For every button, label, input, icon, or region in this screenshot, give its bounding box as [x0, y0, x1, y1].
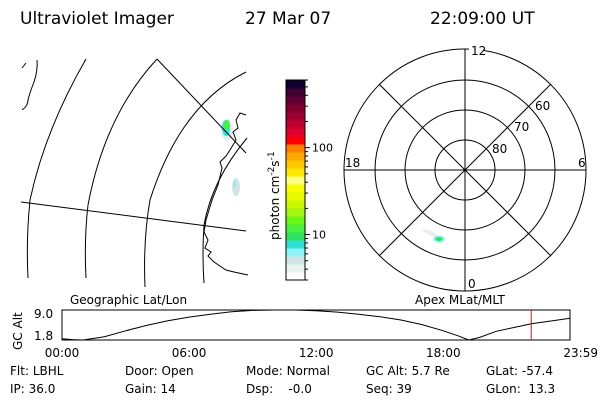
x-tick-label: 18:00: [426, 346, 461, 360]
polar-coord-label: Apex MLat/MLT: [415, 293, 505, 307]
colorbar-band: [286, 208, 305, 217]
colorbar-band: [286, 240, 305, 249]
mlat-label-60: 60: [535, 99, 550, 113]
info-glon: GLon: 13.3: [486, 382, 556, 396]
info-gain: Gain: 14: [125, 382, 176, 396]
instrument-title: Ultraviolet Imager: [20, 9, 174, 29]
colorbar-band: [286, 224, 305, 233]
latitude-arc: [202, 137, 248, 284]
colorbar-band: [286, 88, 305, 97]
colorbar-band: [286, 200, 305, 209]
altitude-axis-label: GC Alt: [11, 312, 25, 350]
info-seq: Seq: 39: [366, 382, 412, 396]
x-tick-label: 06:00: [172, 346, 207, 360]
colorbar-band: [286, 192, 305, 201]
info-glat: GLat: -57.4: [486, 364, 553, 378]
aurora-emission: [224, 120, 230, 130]
latitude-arc: [26, 58, 87, 279]
colorbar-band: [286, 136, 305, 145]
info-ip: IP: 36.0: [10, 382, 56, 396]
altitude-plot-frame: [61, 309, 571, 341]
colorbar-band: [286, 128, 305, 137]
colorbar-unit-label: photon cm-2s-1: [267, 151, 282, 240]
x-tick-label: 23:59: [563, 346, 598, 360]
colorbar-band: [286, 104, 305, 113]
mlt-line-diag: [378, 83, 552, 257]
y-tick-label: 9.0: [34, 307, 53, 321]
coastline: [21, 59, 38, 111]
info-filter: Flt: LBHL: [10, 364, 64, 378]
mlt-label-0: 0: [468, 277, 476, 291]
info-gc-alt: GC Alt: 5.7 Re: [366, 364, 450, 378]
aurora-emission: [422, 229, 438, 237]
colorbar-band: [286, 248, 305, 257]
mlat-label-80: 80: [492, 142, 507, 156]
polar-plot: [343, 48, 587, 292]
colorbar-band: [286, 216, 305, 225]
coastline: [203, 112, 249, 276]
colorbar-band: [286, 96, 305, 105]
altitude-plot: [61, 309, 571, 341]
info-door: Door: Open: [125, 364, 194, 378]
aurora-emission: [435, 237, 443, 241]
x-tick-label: 00:00: [45, 346, 80, 360]
colorbar-band: [286, 160, 305, 169]
longitude-line: [20, 201, 247, 232]
time-label: 22:09:00 UT: [430, 9, 535, 29]
colorbar-band: [286, 272, 305, 281]
y-tick-label: 1.8: [34, 329, 53, 343]
colorbar-band: [286, 256, 305, 265]
colorbar-band: [286, 176, 305, 185]
mlt-label-6: 6: [578, 156, 586, 170]
mlt-label-18: 18: [345, 156, 360, 170]
colorbar: 100 10: [285, 79, 333, 281]
altitude-series-line: [61, 309, 571, 341]
latitude-arc: [144, 71, 247, 288]
colorbar-tick-label: 100: [312, 142, 333, 155]
mlat-label-70: 70: [514, 120, 529, 134]
mlt-label-12: 12: [471, 44, 486, 58]
colorbar-band: [286, 168, 305, 177]
colorbar-band: [286, 112, 305, 121]
colorbar-band: [286, 120, 305, 129]
colorbar-band: [286, 232, 305, 241]
colorbar-tick-label: 10: [312, 229, 326, 242]
colorbar-band: [286, 144, 305, 153]
latitude-arc: [84, 58, 158, 279]
map-projection-label: Geographic Lat/Lon: [70, 293, 187, 307]
info-mode: Mode: Normal: [246, 364, 330, 378]
colorbar-band: [286, 184, 305, 193]
colorbar-band: [286, 152, 305, 161]
colorbar-band: [286, 80, 305, 89]
longitude-line: [156, 58, 247, 154]
info-dsp: Dsp: -0.0: [246, 382, 312, 396]
x-tick-label: 12:00: [299, 346, 334, 360]
date-label: 27 Mar 07: [245, 9, 331, 29]
geographic-map: [20, 58, 249, 288]
colorbar-band: [286, 264, 305, 273]
colorbar-frame: [285, 79, 306, 281]
